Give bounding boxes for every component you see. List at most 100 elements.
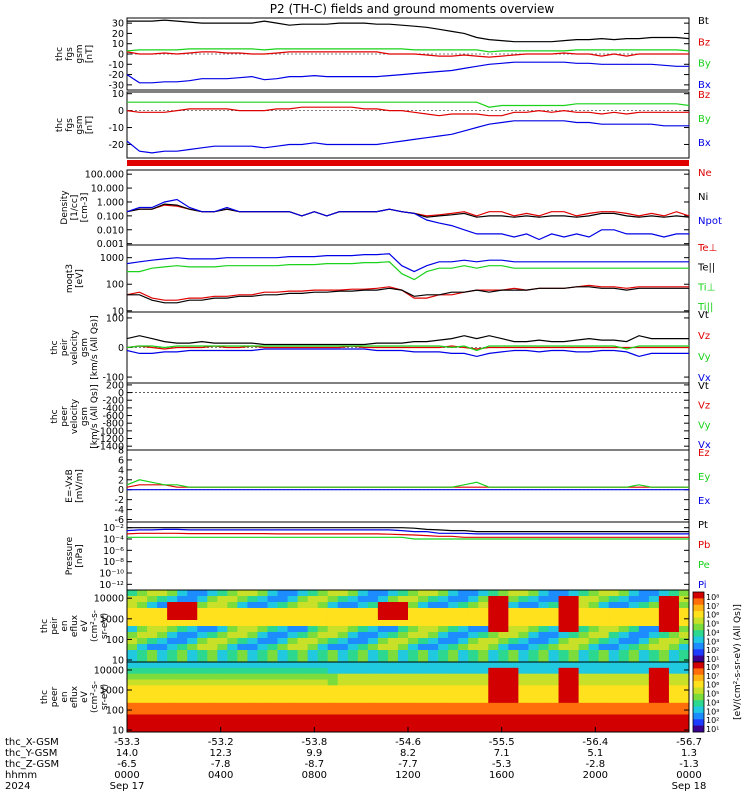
y-axis-label: [eV]	[75, 269, 85, 288]
heatmap-cell	[347, 614, 359, 621]
heatmap-cell	[327, 685, 339, 692]
heatmap-cell	[628, 685, 640, 692]
heatmap-cell	[127, 726, 138, 733]
heatmap-cell	[558, 720, 569, 727]
heatmap-cell	[127, 662, 138, 669]
heatmap-cell	[337, 673, 349, 680]
heatmap-cell	[227, 667, 238, 675]
heatmap-cell	[548, 602, 559, 609]
heatmap-cell	[357, 602, 369, 609]
heatmap-cell	[628, 667, 640, 675]
heatmap-cell	[628, 662, 640, 669]
heatmap-cell	[177, 697, 188, 704]
heatmap-cell	[468, 691, 479, 698]
heatmap-cell	[588, 608, 600, 615]
heatmap-cell	[257, 650, 268, 657]
heatmap-cell	[337, 632, 349, 639]
heatmap-cell	[257, 644, 268, 651]
y-tick-label: 10⁻¹²	[99, 580, 124, 591]
heatmap-cell	[468, 714, 479, 721]
heatmap-cell	[327, 679, 339, 686]
heatmap-cell	[327, 590, 339, 597]
heatmap-cell	[538, 673, 549, 680]
heatmap-cell	[628, 720, 640, 727]
heatmap-cell	[648, 626, 660, 633]
legend-Bx: Bx	[698, 80, 711, 91]
heatmap-cell	[207, 638, 218, 645]
heatmap-cell	[658, 644, 670, 651]
heatmap-cell	[418, 602, 429, 609]
heatmap-cell	[157, 673, 168, 680]
heatmap-cell	[197, 685, 208, 692]
heatmap-cell	[518, 608, 529, 615]
y-axis-label: [mV/m]	[75, 469, 85, 503]
heatmap-cell	[207, 662, 218, 669]
heatmap-cell	[568, 614, 580, 621]
colorbar-swatch	[693, 706, 704, 714]
heatmap-cell	[608, 626, 620, 633]
heatmap-cell	[578, 726, 590, 733]
heatmap-cell	[147, 650, 158, 657]
heatmap-cell	[147, 644, 158, 651]
heatmap-cell	[648, 691, 660, 698]
heatmap-cell	[488, 697, 499, 704]
heatmap-cell	[468, 726, 479, 733]
heatmap-cell	[317, 650, 329, 657]
heatmap-cell	[638, 708, 650, 715]
heatmap-cell	[207, 720, 218, 727]
heatmap-cell	[678, 650, 690, 657]
heatmap-cell	[387, 662, 399, 669]
heatmap-cell	[608, 697, 620, 704]
heatmap-cell	[237, 662, 248, 669]
heatmap-cell	[247, 691, 258, 698]
heatmap-cell	[157, 702, 168, 710]
heatmap-cell	[658, 626, 670, 633]
series-Npot	[126, 198, 689, 241]
heatmap-cell	[387, 632, 399, 639]
heatmap-cell	[317, 596, 329, 603]
heatmap-cell	[147, 697, 158, 704]
heatmap-cell	[518, 620, 529, 627]
heatmap-cell	[438, 714, 449, 721]
heatmap-cell	[418, 726, 429, 733]
heatmap-cell	[297, 697, 309, 704]
heatmap-cell	[297, 644, 309, 651]
heatmap-cell	[508, 632, 519, 639]
heatmap-cell	[367, 602, 379, 609]
heatmap-cell	[478, 644, 489, 651]
heatmap-cell	[448, 638, 459, 645]
heatmap-cell	[327, 702, 339, 710]
heatmap-cell	[277, 697, 288, 704]
heatmap-cell	[628, 638, 640, 645]
heatmap-cell	[287, 626, 299, 633]
heatmap-cell	[588, 662, 600, 669]
heatmap-cell	[478, 626, 489, 633]
heatmap-cell	[628, 691, 640, 698]
heatmap-cell	[347, 720, 359, 727]
heatmap-cell	[137, 608, 148, 615]
heatmap-cell	[127, 620, 138, 627]
footer-row-label: thc_X-GSM	[5, 737, 59, 748]
heatmap-cell	[438, 691, 449, 698]
heatmap-cell	[307, 632, 319, 639]
footer-value: -53.8	[301, 737, 327, 748]
heatmap-cell	[267, 620, 278, 627]
heatmap-cell	[357, 714, 369, 721]
heatmap-cell	[568, 702, 580, 710]
footer-value: -7.7	[398, 759, 418, 770]
colorbar-tick-label: 10⁶	[706, 611, 719, 620]
y-axis-label: thc	[50, 409, 60, 423]
heatmap-cell	[508, 691, 519, 698]
heatmap-cell	[538, 596, 549, 603]
heatmap-cell	[418, 626, 429, 633]
heatmap-cell	[317, 632, 329, 639]
heatmap-cell	[608, 602, 620, 609]
heatmap-cell	[157, 602, 168, 609]
heatmap-cell	[387, 697, 399, 704]
heatmap-cell	[167, 685, 178, 692]
heatmap-cell	[538, 662, 549, 669]
heatmap-cell	[347, 656, 359, 663]
heatmap-cell	[468, 638, 479, 645]
heatmap-cell	[568, 650, 580, 657]
